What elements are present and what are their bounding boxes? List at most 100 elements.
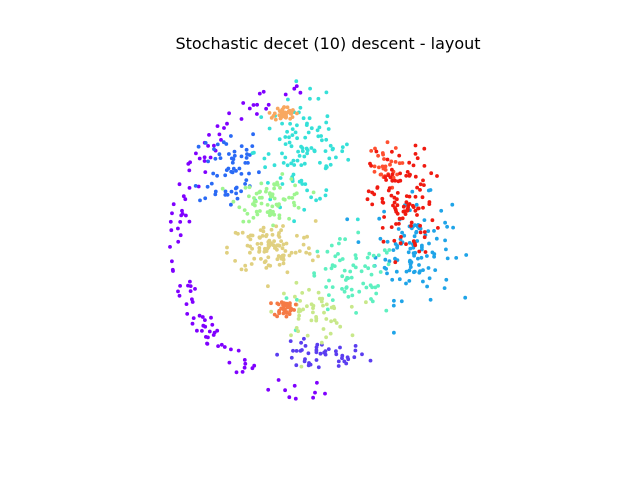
scatter-point-cluster-lime (324, 302, 329, 307)
scatter-point-cluster-orangered (369, 149, 374, 153)
scatter-point-cluster-aqua (330, 298, 335, 302)
scatter-point-cluster-blue (229, 169, 234, 174)
scatter-point-cluster-lightblue (356, 240, 361, 245)
scatter-point-cluster-aqua (338, 237, 342, 241)
scatter-point-cluster-sand (295, 233, 299, 238)
scatter-point-cluster-lime (300, 291, 305, 295)
scatter-point-cluster-sand (275, 257, 280, 262)
scatter-point-cluster-lightblue (387, 259, 392, 264)
scatter-point-cluster-aqua (350, 293, 355, 298)
scatter-point-cluster-violet (194, 151, 198, 156)
scatter-point-cluster-lightblue (385, 271, 389, 276)
scatter-point-cluster-cyan (345, 142, 349, 147)
scatter-point-cluster-aqua (370, 299, 375, 304)
scatter-point-cluster-aqua (348, 269, 353, 274)
scatter-point-cluster-orange (276, 302, 281, 307)
scatter-point-cluster-red (389, 193, 394, 198)
scatter-point-cluster-sand (293, 250, 298, 255)
scatter-point-cluster-violet (257, 91, 262, 96)
scatter-point-cluster-cyan (272, 163, 277, 168)
scatter-point-cluster-red (418, 188, 422, 192)
scatter-point-cluster-lightblue (427, 276, 432, 281)
scatter-point-cluster-cyan (283, 135, 288, 139)
scatter-point-cluster-mint (281, 197, 286, 202)
scatter-point-cluster-aqua (349, 275, 354, 280)
scatter-point-cluster-violet (219, 342, 224, 347)
scatter-point-cluster-lightblue (425, 284, 429, 289)
scatter-point-cluster-cyan (303, 182, 308, 187)
scatter-point-cluster-violet (276, 378, 281, 382)
scatter-point-cluster-indigo (336, 359, 341, 364)
scatter-point-cluster-cyan (293, 130, 298, 135)
scatter-point-cluster-sand (310, 258, 315, 263)
scatter-point-cluster-aqua (376, 284, 380, 288)
scatter-point-cluster-lightblue (443, 238, 447, 243)
scatter-point-cluster-aqua (295, 297, 299, 302)
scatter-point-cluster-indigo (314, 358, 319, 362)
scatter-point-cluster-blue (213, 192, 218, 197)
scatter-point-cluster-violet (196, 184, 201, 189)
scatter-point-cluster-orangered (391, 175, 396, 180)
scatter-point-cluster-aqua (284, 296, 289, 300)
scatter-point-cluster-aqua (329, 243, 334, 248)
scatter-point-cluster-cyan (295, 123, 299, 128)
scatter-point-cluster-sand (257, 248, 262, 253)
scatter-point-cluster-cyan (302, 161, 307, 166)
scatter-point-cluster-lightblue (430, 250, 435, 255)
scatter-point-cluster-lime (289, 333, 293, 338)
scatter-point-cluster-lime (334, 321, 339, 325)
scatter-point-cluster-aqua (374, 291, 379, 296)
scatter-point-cluster-lightblue (382, 209, 386, 214)
scatter-point-cluster-red (392, 238, 397, 243)
scatter-point-cluster-red (392, 200, 397, 205)
scatter-point-cluster-lightblue (385, 239, 390, 244)
scatter-point-cluster-cyan (326, 127, 331, 131)
scatter-point-cluster-red (422, 183, 426, 188)
scatter-point-cluster-cyan (305, 151, 309, 156)
scatter-point-cluster-sand (280, 246, 285, 251)
scatter-point-cluster-blue (235, 196, 240, 201)
scatter-point-cluster-violet (178, 220, 183, 224)
scatter-point-cluster-mint (272, 186, 276, 191)
scatter-point-cluster-cyan (266, 181, 270, 185)
scatter-point-cluster-cyan (328, 162, 333, 167)
scatter-point-cluster-sand (260, 234, 265, 238)
scatter-point-cluster-red (413, 208, 418, 213)
scatter-point-cluster-orange (283, 307, 287, 312)
scatter-point-cluster-lightblue (414, 229, 419, 234)
scatter-point-cluster-blue (232, 149, 237, 154)
scatter-point-cluster-blue (209, 181, 214, 186)
scatter-point-cluster-orangered (395, 172, 399, 177)
scatter-point-cluster-cyan (280, 151, 284, 156)
scatter-point-cluster-violet (190, 300, 195, 304)
scatter-point-cluster-blue (213, 189, 218, 194)
scatter-point-cluster-aqua (386, 262, 391, 267)
scatter-point-cluster-lightblue (391, 248, 396, 253)
scatter-point-cluster-cyan (316, 96, 321, 101)
scatter-point-cluster-lightblue (451, 225, 455, 230)
scatter-point-cluster-blue (229, 189, 234, 194)
scatter-point-cluster-indigo (275, 352, 279, 357)
scatter-point-cluster-violet (190, 321, 195, 326)
scatter-point-cluster-cyan (301, 116, 306, 121)
scatter-point-cluster-lightblue (432, 229, 436, 233)
scatter-point-cluster-lightblue (450, 202, 455, 207)
scatter-point-cluster-red (365, 197, 370, 202)
scatter-point-cluster-cyan (323, 193, 328, 198)
scatter-point-cluster-violet (292, 383, 297, 388)
scatter-point-cluster-red (394, 222, 398, 226)
scatter-point-cluster-red (398, 171, 402, 176)
scatter-point-cluster-cyan (286, 97, 290, 102)
chart-title: Stochastic decet (10) descent - layout (175, 34, 480, 53)
scatter-point-cluster-aqua (378, 270, 383, 274)
scatter-point-cluster-sand (266, 245, 271, 250)
scatter-point-cluster-violet (264, 106, 268, 111)
scatter-point-cluster-cyan (285, 129, 289, 134)
scatter-point-cluster-sand (281, 242, 286, 247)
scatter-point-cluster-lightblue (392, 298, 396, 303)
scatter-point-cluster-mint (272, 196, 277, 201)
scatter-point-cluster-lime (364, 300, 368, 305)
scatter-point-cluster-lime (328, 331, 333, 336)
scatter-point-cluster-indigo (368, 358, 373, 363)
scatter-point-cluster-lime (316, 290, 321, 295)
